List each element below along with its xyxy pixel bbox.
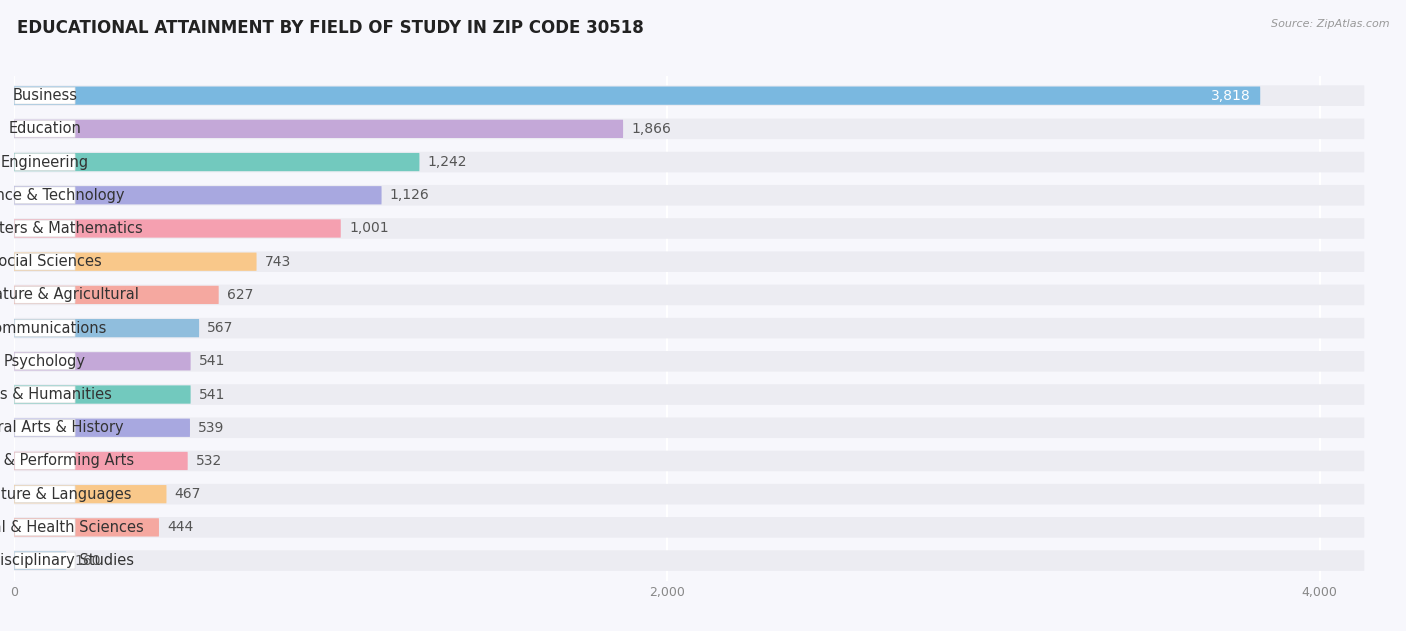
Text: 541: 541 — [198, 387, 225, 401]
Text: 532: 532 — [195, 454, 222, 468]
FancyBboxPatch shape — [14, 552, 75, 569]
Text: Literature & Languages: Literature & Languages — [0, 487, 131, 502]
FancyBboxPatch shape — [14, 384, 1364, 405]
FancyBboxPatch shape — [14, 319, 200, 337]
FancyBboxPatch shape — [14, 452, 75, 469]
Text: 541: 541 — [198, 355, 225, 369]
Text: 1,242: 1,242 — [427, 155, 467, 169]
Text: Liberal Arts & History: Liberal Arts & History — [0, 420, 124, 435]
Text: 1,001: 1,001 — [349, 221, 388, 235]
FancyBboxPatch shape — [14, 486, 75, 502]
FancyBboxPatch shape — [14, 187, 75, 204]
FancyBboxPatch shape — [14, 351, 1364, 372]
FancyBboxPatch shape — [14, 185, 1364, 206]
FancyBboxPatch shape — [14, 86, 1260, 105]
FancyBboxPatch shape — [14, 320, 75, 336]
Text: 467: 467 — [174, 487, 201, 501]
FancyBboxPatch shape — [14, 318, 1364, 338]
FancyBboxPatch shape — [14, 152, 1364, 172]
FancyBboxPatch shape — [14, 551, 66, 570]
Text: 743: 743 — [264, 255, 291, 269]
Text: 3,818: 3,818 — [1211, 88, 1250, 103]
FancyBboxPatch shape — [14, 285, 1364, 305]
FancyBboxPatch shape — [14, 218, 1364, 239]
Text: Education: Education — [8, 121, 82, 136]
FancyBboxPatch shape — [14, 418, 1364, 438]
Text: 444: 444 — [167, 521, 194, 534]
FancyBboxPatch shape — [14, 121, 75, 138]
Text: Communications: Communications — [0, 321, 107, 336]
Text: 1,126: 1,126 — [389, 188, 429, 203]
FancyBboxPatch shape — [14, 252, 256, 271]
Text: Source: ZipAtlas.com: Source: ZipAtlas.com — [1271, 19, 1389, 29]
FancyBboxPatch shape — [14, 485, 166, 504]
FancyBboxPatch shape — [14, 451, 1364, 471]
FancyBboxPatch shape — [14, 220, 75, 237]
FancyBboxPatch shape — [14, 418, 190, 437]
Text: Physical & Health Sciences: Physical & Health Sciences — [0, 520, 143, 535]
FancyBboxPatch shape — [14, 286, 219, 304]
Text: Computers & Mathematics: Computers & Mathematics — [0, 221, 143, 236]
Text: Business: Business — [13, 88, 77, 103]
FancyBboxPatch shape — [14, 251, 1364, 272]
FancyBboxPatch shape — [14, 253, 75, 270]
FancyBboxPatch shape — [14, 386, 191, 404]
FancyBboxPatch shape — [14, 386, 75, 403]
FancyBboxPatch shape — [14, 484, 1364, 504]
Text: Psychology: Psychology — [4, 354, 86, 369]
Text: Bio, Nature & Agricultural: Bio, Nature & Agricultural — [0, 287, 139, 302]
FancyBboxPatch shape — [14, 518, 159, 536]
Text: Visual & Performing Arts: Visual & Performing Arts — [0, 454, 135, 468]
Text: Social Sciences: Social Sciences — [0, 254, 101, 269]
Text: 160: 160 — [75, 553, 101, 568]
FancyBboxPatch shape — [14, 120, 623, 138]
Text: EDUCATIONAL ATTAINMENT BY FIELD OF STUDY IN ZIP CODE 30518: EDUCATIONAL ATTAINMENT BY FIELD OF STUDY… — [17, 19, 644, 37]
Text: Science & Technology: Science & Technology — [0, 188, 125, 203]
FancyBboxPatch shape — [14, 517, 1364, 538]
Text: Engineering: Engineering — [1, 155, 89, 170]
FancyBboxPatch shape — [14, 420, 75, 436]
FancyBboxPatch shape — [14, 119, 1364, 139]
FancyBboxPatch shape — [14, 154, 75, 170]
Text: 567: 567 — [207, 321, 233, 335]
FancyBboxPatch shape — [14, 352, 191, 370]
Text: 627: 627 — [226, 288, 253, 302]
FancyBboxPatch shape — [14, 186, 381, 204]
FancyBboxPatch shape — [14, 519, 75, 536]
FancyBboxPatch shape — [14, 87, 75, 104]
FancyBboxPatch shape — [14, 550, 1364, 571]
FancyBboxPatch shape — [14, 452, 188, 470]
FancyBboxPatch shape — [14, 153, 419, 171]
FancyBboxPatch shape — [14, 85, 1364, 106]
Text: 539: 539 — [198, 421, 225, 435]
FancyBboxPatch shape — [14, 220, 340, 238]
Text: Arts & Humanities: Arts & Humanities — [0, 387, 112, 402]
FancyBboxPatch shape — [14, 353, 75, 370]
Text: 1,866: 1,866 — [631, 122, 671, 136]
FancyBboxPatch shape — [14, 286, 75, 304]
Text: Multidisciplinary Studies: Multidisciplinary Studies — [0, 553, 135, 568]
